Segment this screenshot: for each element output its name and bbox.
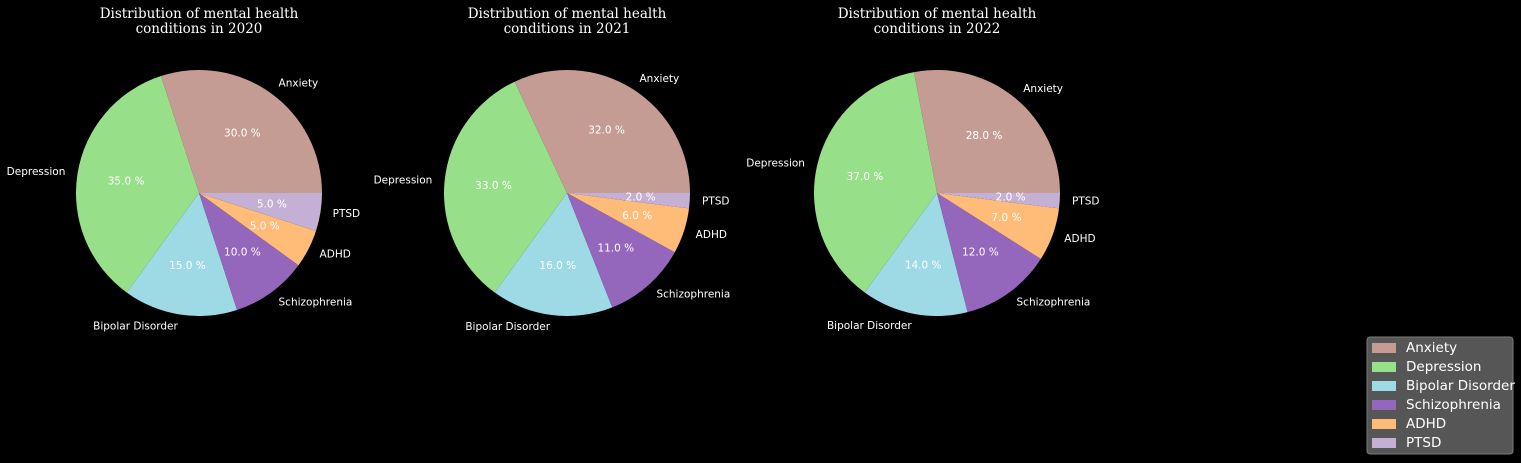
- slice-percent-bipolar-disorder: 15.0 %: [169, 260, 206, 272]
- pie-chart-2: Distribution of mental health conditions …: [374, 6, 731, 333]
- slice-label-depression: Depression: [746, 157, 805, 169]
- slice-percent-ptsd: 2.0 %: [996, 192, 1026, 204]
- pie-slice-bipolar-disorder: [126, 193, 238, 317]
- slice-percent-ptsd: 2.0 %: [626, 192, 656, 204]
- pie-slice-anxiety: [160, 69, 322, 193]
- slice-label-adhd: ADHD: [696, 229, 727, 241]
- legend-label-depression: Depression: [1406, 359, 1481, 375]
- slice-label-bipolar-disorder: Bipolar Disorder: [465, 321, 550, 333]
- slice-percent-anxiety: 32.0 %: [588, 125, 625, 137]
- slice-label-ptsd: PTSD: [333, 208, 361, 220]
- pie-slice-ptsd: [937, 193, 1060, 209]
- pie-slice-anxiety: [514, 70, 690, 193]
- pie-slice-depression: [813, 72, 937, 293]
- legend-swatch-schizophrenia: [1372, 400, 1396, 410]
- pie-slice-schizophrenia: [199, 193, 299, 310]
- slice-percent-depression: 35.0 %: [108, 175, 145, 187]
- slice-label-schizophrenia: Schizophrenia: [279, 296, 353, 308]
- pie-slice-depression: [444, 81, 567, 293]
- slice-label-ptsd: PTSD: [702, 196, 730, 208]
- pie-slice-anxiety: [913, 70, 1060, 193]
- slice-label-anxiety: Anxiety: [279, 78, 319, 90]
- pie-slice-adhd: [937, 193, 1060, 259]
- slice-percent-ptsd: 5.0 %: [257, 199, 287, 211]
- slice-label-bipolar-disorder: Bipolar Disorder: [93, 321, 178, 333]
- pie-chart-3: Distribution of mental health conditions …: [746, 6, 1099, 332]
- slice-percent-adhd: 6.0 %: [622, 210, 652, 222]
- slice-label-anxiety: Anxiety: [1023, 83, 1063, 95]
- slice-percent-anxiety: 30.0 %: [224, 127, 261, 139]
- slice-percent-anxiety: 28.0 %: [966, 130, 1003, 142]
- slice-percent-bipolar-disorder: 14.0 %: [905, 259, 942, 271]
- slice-percent-depression: 33.0 %: [475, 180, 512, 192]
- chart-title: Distribution of mental health conditions …: [100, 6, 299, 37]
- slice-percent-schizophrenia: 11.0 %: [597, 242, 634, 254]
- pie-slice-depression: [75, 76, 199, 293]
- slice-label-schizophrenia: Schizophrenia: [656, 288, 730, 300]
- legend-label-adhd: ADHD: [1406, 416, 1446, 432]
- slice-label-bipolar-disorder: Bipolar Disorder: [827, 320, 912, 332]
- pie-slice-bipolar-disorder: [494, 193, 613, 316]
- pie-slice-schizophrenia: [567, 193, 675, 308]
- slice-label-depression: Depression: [7, 166, 66, 178]
- legend-label-schizophrenia: Schizophrenia: [1406, 397, 1501, 413]
- slice-label-adhd: ADHD: [320, 248, 351, 260]
- slice-label-anxiety: Anxiety: [640, 73, 680, 85]
- pie-slice-ptsd: [199, 193, 322, 232]
- slice-label-depression: Depression: [374, 174, 433, 186]
- pie-slice-bipolar-disorder: [864, 193, 968, 317]
- legend-swatch-ptsd: [1372, 438, 1396, 448]
- pie-slice-adhd: [567, 193, 690, 253]
- pie-slice-ptsd: [567, 193, 690, 209]
- slice-percent-schizophrenia: 12.0 %: [962, 247, 999, 259]
- slice-percent-bipolar-disorder: 16.0 %: [539, 260, 576, 272]
- legend-frame: [1366, 336, 1514, 455]
- slice-label-adhd: ADHD: [1064, 233, 1095, 245]
- legend-label-bipolar-disorder: Bipolar Disorder: [1406, 378, 1515, 394]
- legend-label-ptsd: PTSD: [1406, 435, 1441, 451]
- legend-swatch-adhd: [1372, 419, 1396, 429]
- pie-chart-1: Distribution of mental health conditions …: [7, 6, 360, 333]
- slice-percent-depression: 37.0 %: [847, 171, 884, 183]
- legend: Anxiety Depression Bipolar Disorder Schizop…: [1366, 336, 1515, 455]
- slice-label-schizophrenia: Schizophrenia: [1017, 296, 1091, 308]
- chart-title: Distribution of mental health conditions …: [838, 6, 1037, 37]
- pie-slice-adhd: [199, 193, 316, 266]
- slice-percent-adhd: 5.0 %: [250, 221, 280, 233]
- legend-swatch-depression: [1372, 362, 1396, 372]
- legend-label-anxiety: Anxiety: [1406, 340, 1457, 356]
- slice-label-ptsd: PTSD: [1072, 196, 1100, 208]
- legend-swatch-anxiety: [1372, 343, 1396, 353]
- pie-slice-schizophrenia: [937, 193, 1041, 313]
- slice-percent-schizophrenia: 10.0 %: [224, 247, 261, 259]
- legend-swatch-bipolar-disorder: [1372, 381, 1396, 391]
- chart-title: Distribution of mental health conditions …: [468, 6, 667, 37]
- slice-percent-adhd: 7.0 %: [991, 212, 1021, 224]
